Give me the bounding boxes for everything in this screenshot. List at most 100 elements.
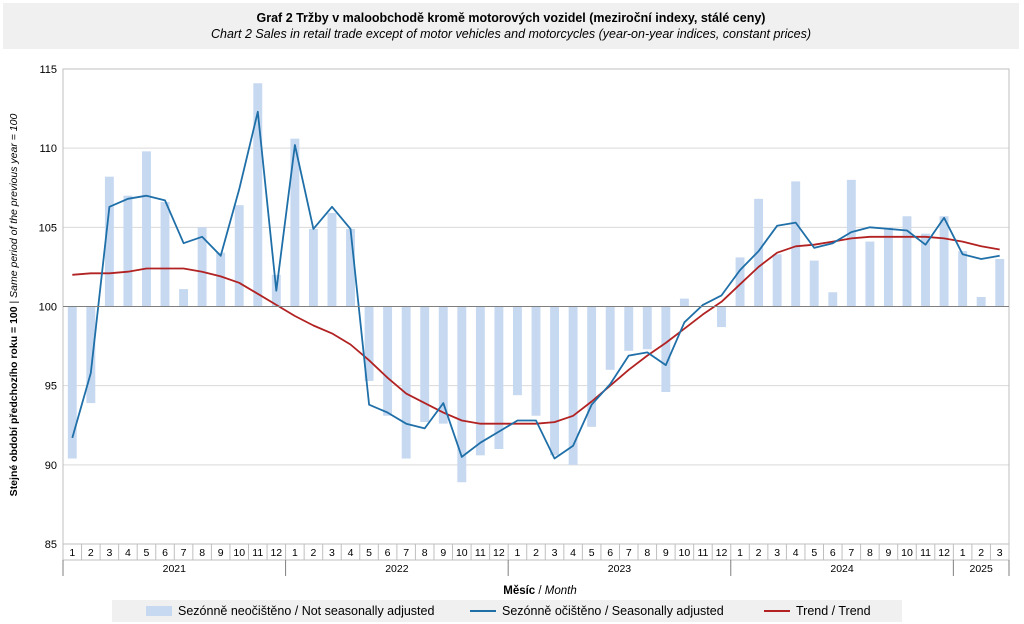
month-label-33: 10 [679,547,691,559]
month-label-16: 5 [366,547,372,559]
y-axis-label-bold: Stejné období předchozího roku = 100 [8,306,20,496]
bar-nsa-40 [809,260,819,307]
bar-nsa-29 [605,306,615,370]
legend-swatch-nsa [146,606,172,616]
bar-nsa-17 [383,306,393,416]
bar-nsa-20 [438,306,448,424]
month-label-13: 2 [310,547,316,559]
month-label-28: 5 [589,547,595,559]
month-label-5: 6 [162,547,168,559]
bar-nsa-36 [735,257,745,307]
y-tick-label-90: 90 [45,460,57,472]
year-label-2021: 2021 [163,563,187,575]
bar-nsa-12 [290,138,300,307]
month-label-34: 11 [697,547,708,559]
month-label-3: 4 [125,547,131,559]
bar-nsa-7 [197,227,207,307]
month-label-32: 9 [663,547,669,559]
bar-nsa-50 [995,259,1005,307]
bar-nsa-41 [828,292,838,307]
nsa-bars [67,83,1005,483]
bar-nsa-28 [587,306,597,427]
chart-title-box: Graf 2 Tržby v maloobchodě kromě motorov… [3,3,1019,49]
chart-title: Graf 2 Tržby v maloobchodě kromě motorov… [256,11,766,25]
x-axis-label-bold: Měsíc [503,585,536,597]
month-label-11: 12 [270,547,282,559]
month-label-42: 7 [848,547,854,559]
month-label-37: 2 [756,547,762,559]
month-label-12: 1 [292,547,298,559]
legend: Sezónně neočištěno / Not seasonally adju… [112,600,902,622]
legend-label-sa: Sezónně očištěno / Seasonally adjusted [502,604,724,618]
month-label-14: 3 [329,547,335,559]
month-label-21: 10 [456,547,468,559]
bar-nsa-1 [86,306,96,404]
bar-nsa-35 [717,306,726,328]
bar-nsa-10 [253,83,263,307]
month-label-0: 1 [69,547,75,559]
bar-nsa-14 [327,213,337,307]
month-label-18: 7 [403,547,409,559]
y-tick-label-85: 85 [45,539,57,551]
bar-nsa-45 [902,216,912,307]
month-label-27: 4 [570,547,576,559]
trend-line [72,235,1000,425]
bar-nsa-39 [791,181,801,307]
year-label-2023: 2023 [608,563,632,575]
month-label-6: 7 [181,547,187,559]
month-label-35: 12 [716,547,728,559]
bar-nsa-5 [160,202,170,307]
month-label-23: 12 [493,547,505,559]
y-tick-label-95: 95 [45,381,57,393]
legend-swatch-sa [470,610,496,612]
y-axis-label-sep: | [8,298,20,307]
bar-nsa-47 [939,216,949,307]
month-label-38: 3 [774,547,780,559]
month-label-17: 6 [385,547,391,559]
month-label-22: 11 [475,547,486,559]
bar-nsa-16 [364,306,374,381]
bar-nsa-26 [550,306,560,456]
month-label-26: 3 [552,547,558,559]
bar-nsa-48 [958,251,968,307]
legend-item-nsa: Sezónně neočištěno / Not seasonally adju… [146,604,434,618]
month-label-45: 10 [901,547,913,559]
bar-nsa-32 [661,306,671,392]
bar-nsa-3 [123,195,133,307]
month-label-29: 6 [607,547,613,559]
bar-nsa-6 [179,289,189,307]
month-label-48: 1 [960,547,966,559]
month-label-31: 8 [644,547,650,559]
bar-nsa-4 [142,151,151,307]
bar-nsa-31 [642,306,652,350]
month-label-24: 1 [515,547,521,559]
month-label-9: 10 [233,547,245,559]
y-axis-label-italic: Same period of the previous year = 100 [8,114,20,298]
month-label-43: 8 [867,547,873,559]
month-label-8: 9 [218,547,224,559]
month-label-15: 4 [348,547,354,559]
chart-subtitle: Chart 2 Sales in retail trade except of … [210,27,812,41]
bar-nsa-23 [494,306,504,449]
bar-nsa-13 [308,228,318,307]
bar-nsa-44 [883,227,893,307]
series-lines [71,110,1000,460]
year-label-2024: 2024 [830,563,854,575]
month-label-46: 11 [920,547,931,559]
seasonally-adjusted-line [71,110,1000,460]
month-label-20: 9 [440,547,446,559]
month-label-10: 11 [252,547,263,559]
legend-label-nsa: Sezónně neočištěno / Not seasonally adju… [178,604,435,618]
bar-nsa-37 [754,198,764,307]
month-label-47: 12 [938,547,950,559]
bar-nsa-18 [401,306,411,459]
bar-nsa-9 [234,205,244,307]
bar-nsa-21 [457,306,467,483]
month-label-41: 6 [830,547,836,559]
bar-nsa-15 [346,228,355,307]
bar-nsa-38 [772,254,782,307]
month-label-25: 2 [533,547,539,559]
x-axis-label-italic: Month [545,585,577,597]
